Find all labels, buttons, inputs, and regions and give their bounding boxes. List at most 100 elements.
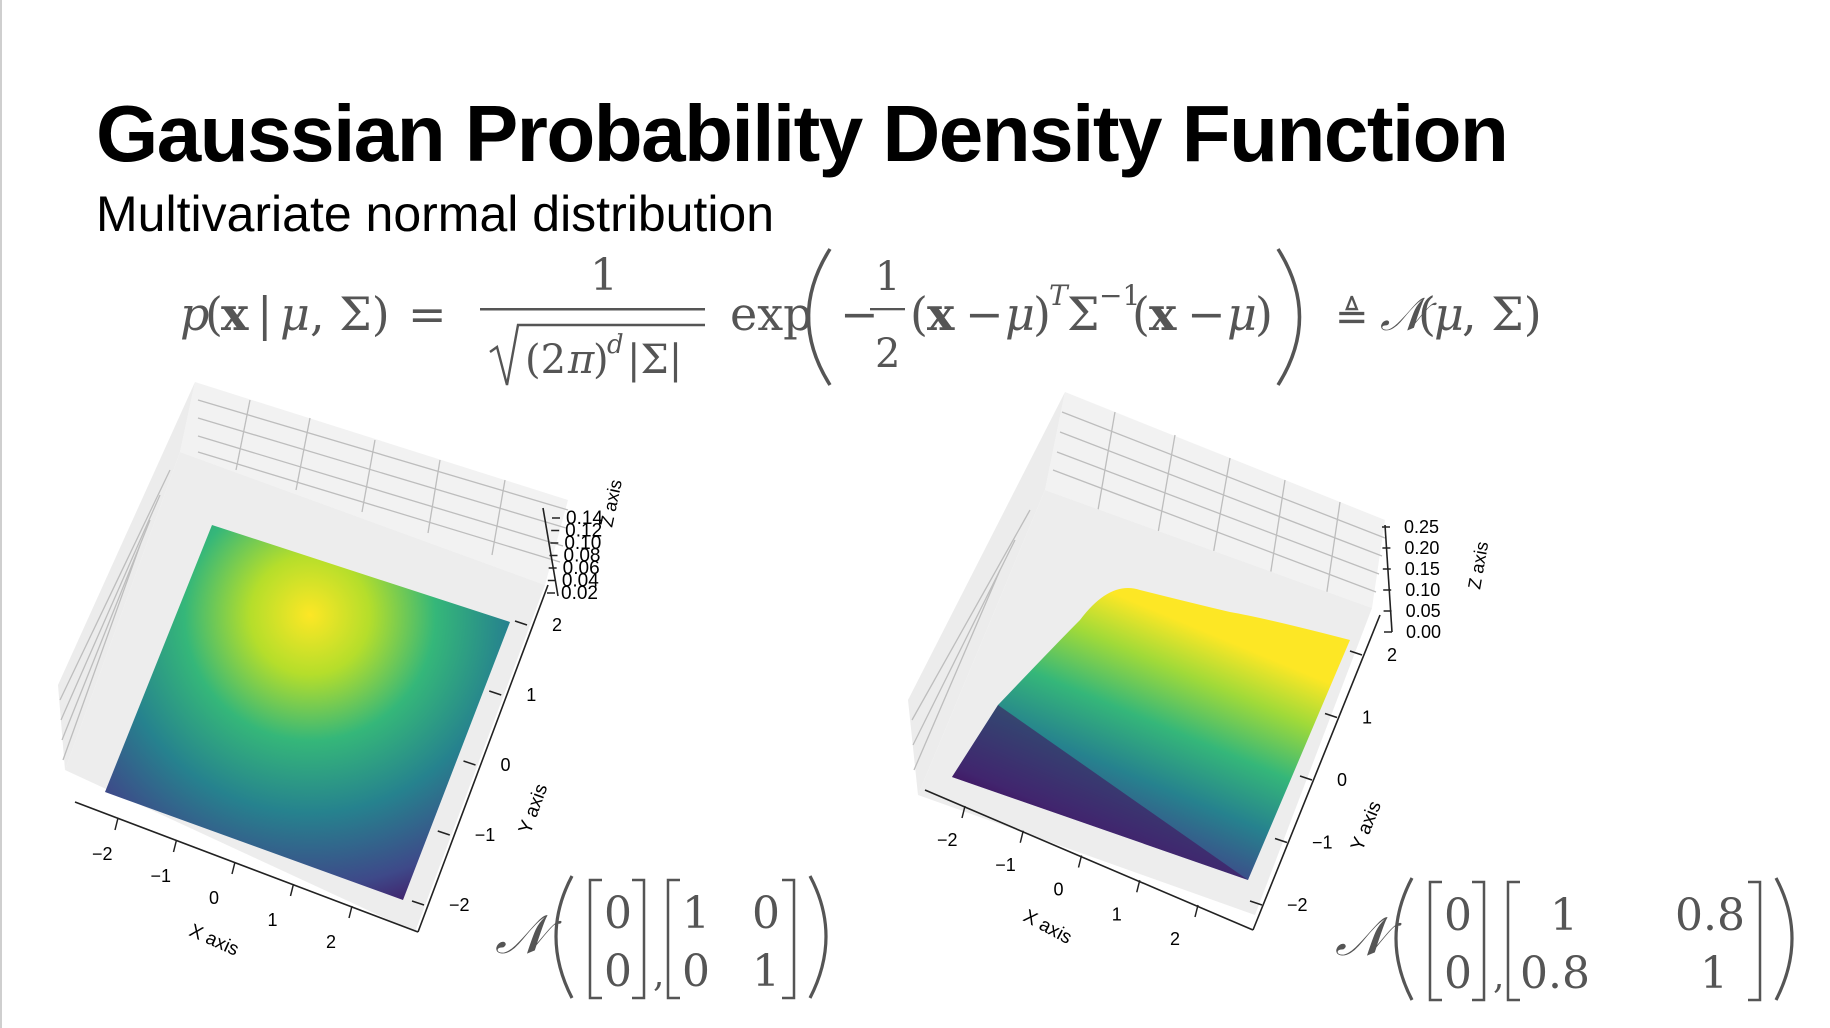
grid-lines	[59, 399, 569, 761]
z-axis-tick-label: 0.25	[1404, 517, 1439, 537]
z-axis-tick-label: 0.02	[561, 583, 598, 604]
x-axis-label: X axis	[186, 920, 242, 960]
y-axis-tick-label: −1	[1312, 833, 1333, 853]
slide-title: Gaussian Probability Density Function	[96, 89, 1509, 178]
x-axis-tick-label: −2	[92, 844, 113, 864]
cov-left-10: 0	[682, 946, 710, 997]
params-left: 𝒩 0 0 , 1 0 0 1	[495, 875, 828, 1000]
pdf-formula: p ( x | μ , Σ) = 1 (2 π ) d |Σ| exp − 1 …	[180, 248, 1542, 386]
y-axis-tick-mark	[411, 900, 425, 906]
svg-text:): )	[1033, 287, 1051, 341]
mean-right-0: 0	[1444, 890, 1472, 941]
x-axis-ticks: −2 −1 0 1 2	[937, 805, 1199, 949]
side-pane	[58, 382, 195, 770]
svg-text:−1: −1	[1099, 279, 1140, 312]
mean-left-0: 0	[604, 888, 632, 939]
svg-text:𝒩: 𝒩	[1335, 905, 1402, 968]
formula-half-num: 1	[875, 254, 900, 300]
x-axis-label: X axis	[1020, 906, 1076, 949]
z-axis-ticks: 0.140.120.100.080.060.040.02	[547, 508, 603, 604]
x-axis-tick-mark	[114, 817, 119, 831]
svg-text:,: ,	[1493, 956, 1504, 997]
svg-text:=: =	[408, 287, 447, 341]
y-axis-label: Y axis	[1347, 798, 1386, 854]
x-axis-tick-label: 1	[268, 910, 278, 930]
cov-left-01: 0	[752, 888, 780, 939]
svg-text:(: (	[1132, 287, 1150, 341]
x-axis-tick-label: 0	[1054, 880, 1064, 900]
formula-exp: exp	[730, 287, 813, 341]
y-axis-tick-mark	[1249, 900, 1263, 906]
surface-plot-left: 0.140.120.100.080.060.040.02 Z axis −2 −1…	[58, 382, 626, 961]
x-axis-tick-mark	[1077, 855, 1083, 868]
z-axis-ticks: 0.000.050.100.150.200.25	[1382, 517, 1441, 642]
y-axis-ticks: −2 −1 0 1 2	[411, 615, 562, 915]
svg-text:𝒩: 𝒩	[495, 903, 562, 966]
svg-text:,: ,	[653, 954, 664, 995]
formula-numerator: 1	[590, 250, 618, 301]
y-axis-tick-label: 1	[526, 685, 536, 705]
x-axis-tick-label: 2	[326, 932, 336, 952]
z-axis-label: Z axis	[1464, 540, 1492, 591]
y-axis-tick-mark	[437, 830, 450, 836]
y-axis-tick-mark	[1324, 712, 1338, 719]
svg-text:, Σ): , Σ)	[310, 287, 390, 341]
z-axis-tick-label: 0.05	[1406, 601, 1441, 621]
y-axis-ticks: −2 −1 0 1 2	[1249, 645, 1397, 915]
x-axis-tick-mark	[961, 805, 966, 819]
z-axis-tick-label: 0.12	[565, 521, 602, 542]
x-axis	[74, 801, 419, 933]
svg-text:): )	[1255, 287, 1273, 341]
cov-right-01: 0.8	[1675, 890, 1745, 941]
back-pane	[1045, 392, 1385, 608]
x-axis-tick-mark	[289, 883, 295, 897]
y-axis-tick-label: 0	[501, 755, 511, 775]
x-axis-tick-mark	[1194, 904, 1199, 918]
x-axis-tick-mark	[231, 861, 236, 875]
svg-text:): )	[593, 337, 609, 383]
y-axis-tick-mark	[1299, 775, 1313, 781]
y-axis-label: Y axis	[515, 781, 552, 836]
svg-text:(: (	[910, 287, 928, 341]
cov-right-11: 1	[1700, 948, 1728, 999]
cov-right-10: 0.8	[1520, 948, 1590, 999]
svg-text:T: T	[1049, 279, 1070, 312]
svg-text:−: −	[965, 287, 1004, 341]
mean-right-1: 0	[1444, 948, 1472, 999]
y-axis-tick-label: 1	[1362, 708, 1372, 728]
svg-text:μ: μ	[280, 287, 310, 341]
z-axis-tick-label: 0.08	[564, 546, 601, 567]
svg-text:p: p	[180, 287, 209, 341]
z-axis-tick-label: 0.10	[564, 533, 601, 554]
y-axis-tick-mark	[514, 620, 528, 626]
y-axis	[417, 584, 549, 933]
svg-text:μ: μ	[1005, 287, 1035, 341]
z-axis-tick-label: 0.00	[1406, 622, 1441, 642]
cov-left-00: 1	[682, 888, 710, 939]
back-pane	[180, 382, 568, 585]
svg-text:x: x	[927, 287, 955, 341]
params-right: 𝒩 0 0 , 1 0.8 0.8 1	[1335, 877, 1794, 1002]
y-axis	[1252, 614, 1381, 931]
z-axis	[542, 507, 559, 597]
svg-text:−: −	[840, 287, 879, 341]
svg-text:Σ: Σ	[1067, 287, 1100, 341]
x-axis-tick-label: −2	[937, 830, 958, 850]
cov-right-00: 1	[1550, 890, 1578, 941]
x-axis-tick-mark	[172, 839, 178, 853]
x-axis-tick-mark	[1136, 880, 1141, 893]
svg-text:(: (	[205, 287, 223, 341]
svg-text:(2: (2	[525, 337, 566, 383]
formula-defeq: ≜	[1335, 294, 1369, 340]
z-axis-tick-label: 0.15	[1405, 559, 1440, 579]
svg-text:μ: μ	[1227, 287, 1257, 341]
y-axis-tick-mark	[463, 760, 476, 766]
svg-text:, Σ): , Σ)	[1462, 287, 1542, 341]
y-axis-tick-label: −1	[475, 825, 496, 845]
z-axis-tick-label: 0.04	[562, 571, 599, 592]
x-axis-tick-label: 2	[1170, 929, 1180, 949]
svg-text:x: x	[221, 287, 249, 341]
y-axis-tick-mark	[1274, 837, 1288, 844]
x-axis-tick-label: −1	[995, 855, 1016, 875]
y-axis-tick-label: −2	[449, 895, 470, 915]
